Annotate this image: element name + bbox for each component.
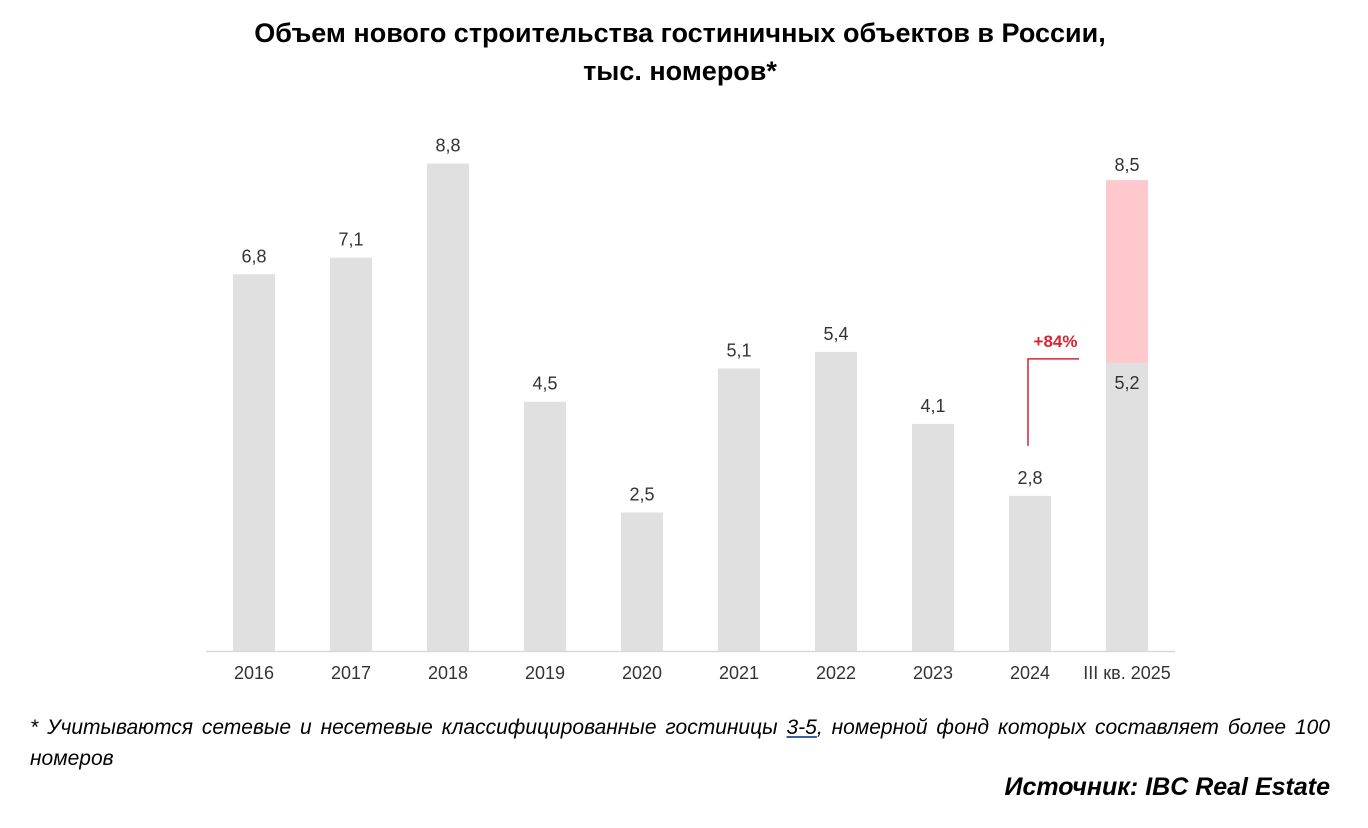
x-tick-label-2019: 2019: [525, 663, 565, 683]
growth-connector: [1027, 358, 1079, 446]
bar-chart: +84% 6,8 7,1 8,8 4,5 2,5 5,1 5,4 4,1 2,8 5,2 8,5 2…: [206, 135, 1175, 683]
bar-2023: [912, 423, 954, 651]
source-note: Источник: IBC Real Estate: [1004, 773, 1331, 801]
data-label-2018: 8,8: [435, 135, 460, 155]
bar-2018: [427, 163, 469, 652]
x-tick-label-2018: 2018: [428, 663, 468, 683]
x-tick-label-2024: 2024: [1010, 663, 1050, 683]
footnote-text-2: , номерной фонд которых составляет более…: [30, 716, 1331, 770]
bar-2024: [1009, 495, 1051, 651]
data-label-2017: 7,1: [338, 230, 363, 250]
bar-2017: [330, 257, 372, 651]
bar-2016: [233, 274, 275, 651]
bar-2020: [621, 512, 663, 651]
x-tick-label-2021: 2021: [719, 663, 759, 683]
footnote-stars-range: 3-5: [786, 716, 817, 739]
x-tick-label-2020: 2020: [622, 663, 662, 683]
bar-2022: [815, 351, 857, 651]
x-tick-label-2023: 2023: [913, 663, 953, 683]
data-label-2022: 5,4: [823, 324, 848, 344]
bar-iii-кв-2025: [1106, 362, 1148, 651]
x-tick-label-2016: 2016: [234, 663, 274, 683]
x-tick-label-2017: 2017: [331, 663, 371, 683]
chart-title-line-2: тыс. номеров*: [583, 56, 777, 86]
data-label-2021: 5,1: [726, 340, 751, 360]
data-label-iii-кв-2025: 5,2: [1114, 373, 1139, 393]
growth-annotation: +84%: [1034, 332, 1078, 351]
data-label-2023: 4,1: [920, 396, 945, 416]
bar-iii-кв-2025-increment: [1106, 180, 1148, 363]
footnote-text-1: * Учитываются сетевые и несетевые класси…: [30, 716, 787, 739]
footnote: * Учитываются сетевые и несетевые класси…: [30, 712, 1330, 774]
data-label-2024: 2,8: [1017, 468, 1042, 488]
data-label-total-iii-кв-2025: 8,5: [1114, 155, 1139, 175]
x-tick-label-2022: 2022: [816, 663, 856, 683]
chart-title-line-1: Объем нового строительства гостиничных о…: [254, 18, 1106, 48]
bar-2021: [718, 368, 760, 651]
data-label-2016: 6,8: [241, 246, 266, 266]
chart-title: Объем нового строительства гостиничных о…: [0, 14, 1360, 90]
data-label-2020: 2,5: [629, 485, 654, 505]
x-tick-label-iii-кв-2025: III кв. 2025: [1083, 663, 1171, 683]
data-label-2019: 4,5: [532, 374, 557, 394]
bar-2019: [524, 401, 566, 651]
